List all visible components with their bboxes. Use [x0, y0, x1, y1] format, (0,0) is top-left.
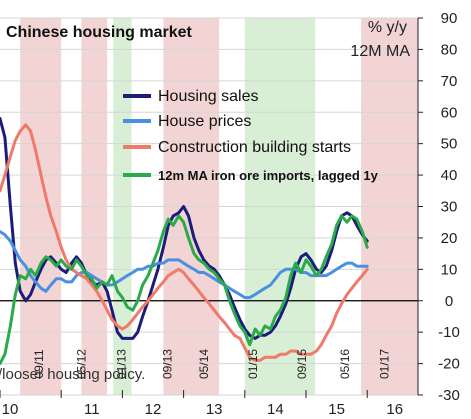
y-axis-ticks: -30 -20 -10 0 10 20 30 40 50 60 70 80 90: [0, 10, 460, 404]
legend-label-2: Construction building starts: [158, 139, 351, 156]
legend-label-3: 12m MA iron ore imports, lagged 1y: [158, 168, 379, 183]
series-line-1: [0, 230, 369, 300]
x-year-label: 10: [2, 401, 19, 418]
chart-title: Chinese housing market: [6, 24, 192, 41]
x-year-label: 15: [328, 401, 345, 418]
x-year-label: 16: [386, 401, 403, 418]
series-line-3: [0, 214, 369, 366]
y-tick-label: 30: [441, 199, 458, 216]
y-tick-label: 90: [441, 10, 458, 27]
x-axis-year-labels: 10 11 12 13 14 15 16: [2, 401, 403, 418]
y-tick-label: 80: [441, 41, 458, 58]
x-date-label: 09/15: [295, 349, 309, 379]
x-date-label: 09/11: [32, 349, 46, 378]
x-year-label: 14: [267, 401, 284, 418]
y-tick-label: 70: [441, 73, 458, 90]
series-line-2: [0, 123, 369, 362]
y-tick-label: 40: [441, 167, 458, 184]
y-tick-label: 10: [441, 261, 458, 278]
note-text: /looser housing policy.: [0, 366, 145, 383]
y-tick-label: 0: [445, 293, 453, 310]
unit-label-ma: 12M MA: [350, 43, 410, 60]
series-lines: [0, 117, 369, 366]
x-date-label: 01/13: [115, 349, 129, 379]
x-date-label: 09/13: [160, 349, 174, 379]
x-year-label: 12: [145, 401, 162, 418]
x-date-label: 05/14: [197, 349, 211, 379]
x-axis-date-labels: 09/11 05/12 01/13 09/13 05/14 01/15 09/15 05/16…: [32, 349, 392, 379]
x-date-label: 01/15: [246, 349, 260, 379]
x-date-label: 01/17: [378, 349, 392, 379]
legend-label-0: Housing sales: [158, 88, 259, 105]
y-tick-label: -10: [438, 324, 460, 341]
y-tick-label: 60: [441, 104, 458, 121]
legend-label-1: House prices: [158, 113, 251, 130]
unit-label: % y/y: [368, 19, 407, 36]
y-tick-label: -30: [438, 387, 460, 404]
x-year-label: 13: [206, 401, 223, 418]
y-tick-label: 20: [441, 230, 458, 247]
y-tick-label: 50: [441, 136, 458, 153]
x-year-label: 11: [84, 401, 100, 418]
x-date-label: 05/16: [338, 349, 352, 379]
x-date-label: 05/12: [75, 349, 89, 379]
y-tick-label: -20: [438, 356, 460, 373]
legend: Housing sales House prices Construction bu…: [123, 88, 379, 183]
series-line-0: [0, 117, 369, 340]
